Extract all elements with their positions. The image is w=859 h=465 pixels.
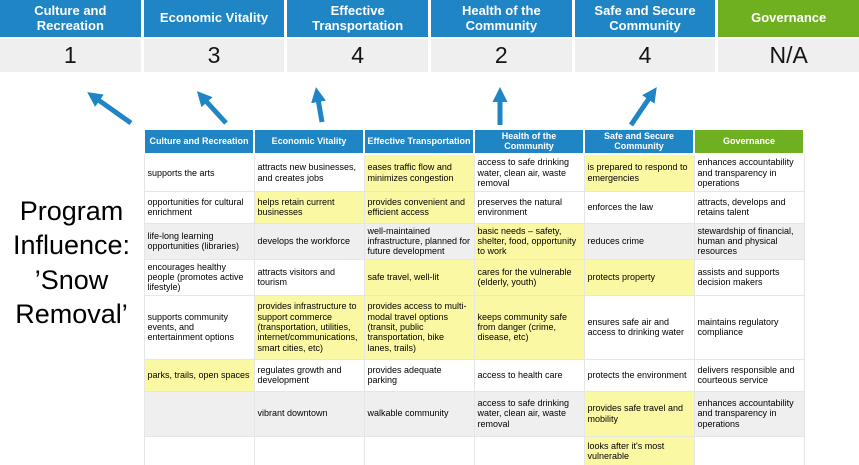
matrix-cell-highlighted: helps retain current businesses bbox=[253, 190, 365, 224]
matrix-cell-highlighted: provides convenient and efficient access bbox=[363, 190, 475, 224]
banner-header-safe-and-secure-community: Safe and Secure Community bbox=[574, 0, 716, 37]
table-row: opportunities for cultural enrichment hel… bbox=[143, 190, 805, 224]
matrix-header-economic-vitality: Economic Vitality bbox=[253, 128, 365, 155]
program-label-line: ’Snow bbox=[34, 264, 109, 295]
banner-header-effective-transportation: Effective Transportation bbox=[287, 0, 428, 37]
matrix-cell: preserves the natural environment bbox=[473, 190, 585, 224]
matrix-cell bbox=[693, 435, 805, 465]
table-row: encourages healthy people (promotes acti… bbox=[143, 258, 805, 296]
banner-score-governance: N/A bbox=[718, 39, 859, 72]
matrix-cell: supports community events, and entertain… bbox=[143, 294, 255, 360]
matrix-cell-highlighted: keeps community safe from danger (crime,… bbox=[473, 294, 585, 360]
matrix-header-culture-and-recreation: Culture and Recreation bbox=[143, 128, 255, 155]
matrix-cell: protects the environment bbox=[583, 358, 695, 392]
matrix-cell: reduces crime bbox=[583, 222, 695, 260]
matrix-cell: attracts, develops and retains talent bbox=[693, 190, 805, 224]
matrix-cell: attracts visitors and tourism bbox=[253, 258, 365, 296]
table-row: vibrant downtown walkable community access… bbox=[143, 390, 805, 437]
matrix-cell: stewardship of financial, human and phys… bbox=[693, 222, 805, 260]
banner-header-health-of-the-community: Health of the Community bbox=[431, 0, 572, 37]
matrix-cell-highlighted: safe travel, well-lit bbox=[363, 258, 475, 296]
matrix-header-health-of-the-community: Health of the Community bbox=[473, 128, 585, 155]
matrix-cell-highlighted: parks, trails, open spaces bbox=[143, 358, 255, 392]
banner-header-economic-vitality: Economic Vitality bbox=[143, 0, 285, 37]
matrix-cell: vibrant downtown bbox=[253, 390, 365, 437]
table-row: life-long learning opportunities (librar… bbox=[143, 222, 805, 260]
matrix-cell: assists and supports decision makers bbox=[693, 258, 805, 296]
program-label-line: Influence: bbox=[12, 230, 131, 261]
matrix-header-safe-and-secure-community: Safe and Secure Community bbox=[583, 128, 695, 155]
matrix-cell: life-long learning opportunities (librar… bbox=[143, 222, 255, 260]
influence-arrow-safe bbox=[628, 87, 657, 127]
banner-score-safe-and-secure-community: 4 bbox=[574, 39, 716, 72]
program-label-line: Removal’ bbox=[15, 298, 128, 329]
banner-score-effective-transportation: 4 bbox=[287, 39, 428, 72]
matrix-cell: maintains regulatory compliance bbox=[693, 294, 805, 360]
influence-arrow-culture bbox=[87, 92, 133, 126]
matrix-cell bbox=[253, 435, 365, 465]
matrix-cell: develops the workforce bbox=[253, 222, 365, 260]
matrix-cell-highlighted: cares for the vulnerable (elderly, youth… bbox=[473, 258, 585, 296]
matrix-cell: enhances accountability and transparency… bbox=[693, 153, 805, 192]
matrix-cell-highlighted: protects property bbox=[583, 258, 695, 296]
matrix-cell-highlighted: basic needs – safety, shelter, food, opp… bbox=[473, 222, 585, 260]
matrix-cell: supports the arts bbox=[143, 153, 255, 192]
matrix-cell: delivers responsible and courteous servi… bbox=[693, 358, 805, 392]
influence-arrow-transportation bbox=[311, 87, 326, 123]
matrix-cell-highlighted: eases traffic flow and minimizes congest… bbox=[363, 153, 475, 192]
table-row: looks after it's most vulnerable bbox=[143, 435, 805, 465]
matrix-cell-highlighted: provides infrastructure to support comme… bbox=[253, 294, 365, 360]
matrix-cell bbox=[143, 390, 255, 437]
matrix-cell: access to safe drinking water, clean air… bbox=[473, 390, 585, 437]
matrix-cell-highlighted: looks after it's most vulnerable bbox=[583, 435, 695, 465]
banner-header-governance: Governance bbox=[718, 0, 859, 37]
matrix-cell bbox=[143, 435, 255, 465]
banner-score-culture-and-recreation: 1 bbox=[0, 39, 141, 72]
table-row: supports community events, and entertain… bbox=[143, 294, 805, 360]
matrix-cell bbox=[363, 435, 475, 465]
matrix-cell: well-maintained infrastructure, planned … bbox=[363, 222, 475, 260]
program-influence-label: Program Influence: ’Snow Removal’ bbox=[0, 194, 143, 331]
banner-score-economic-vitality: 3 bbox=[143, 39, 285, 72]
matrix-cell: enforces the law bbox=[583, 190, 695, 224]
matrix-cell-highlighted: provides safe travel and mobility bbox=[583, 390, 695, 437]
matrix-cell: enhances accountability and transparency… bbox=[693, 390, 805, 437]
matrix-cell-highlighted: provides access to multi-modal travel op… bbox=[363, 294, 475, 360]
program-label-line: Program bbox=[19, 196, 124, 226]
table-row: parks, trails, open spaces regulates grow… bbox=[143, 358, 805, 392]
banner-score-health-of-the-community: 2 bbox=[431, 39, 572, 72]
banner-header-culture-and-recreation: Culture and Recreation bbox=[0, 0, 141, 37]
matrix-cell: access to health care bbox=[473, 358, 585, 392]
matrix-cell: walkable community bbox=[363, 390, 475, 437]
matrix-header-effective-transportation: Effective Transportation bbox=[363, 128, 475, 155]
matrix-cell: access to safe drinking water, clean air… bbox=[473, 153, 585, 192]
matrix-cell-highlighted: is prepared to respond to emergencies bbox=[583, 153, 695, 192]
matrix-cell: ensures safe air and access to drinking … bbox=[583, 294, 695, 360]
matrix-cell: attracts new businesses, and creates job… bbox=[253, 153, 365, 192]
matrix-cell: encourages healthy people (promotes acti… bbox=[143, 258, 255, 296]
influence-arrow-economic bbox=[196, 91, 228, 125]
score-banner: Culture and Recreation Economic Vitality E… bbox=[0, 0, 859, 72]
matrix-cell: regulates growth and development bbox=[253, 358, 365, 392]
matrix-cell: provides adequate parking bbox=[363, 358, 475, 392]
matrix-header-governance: Governance bbox=[693, 128, 805, 155]
table-row: supports the arts attracts new businesses… bbox=[143, 153, 805, 192]
matrix-cell: opportunities for cultural enrichment bbox=[143, 190, 255, 224]
influence-arrows bbox=[87, 87, 657, 127]
influence-matrix-table: Culture and Recreation Economic Vitality E… bbox=[143, 128, 805, 465]
matrix-cell bbox=[473, 435, 585, 465]
matrix-header-row: Culture and Recreation Economic Vitality E… bbox=[143, 128, 805, 155]
